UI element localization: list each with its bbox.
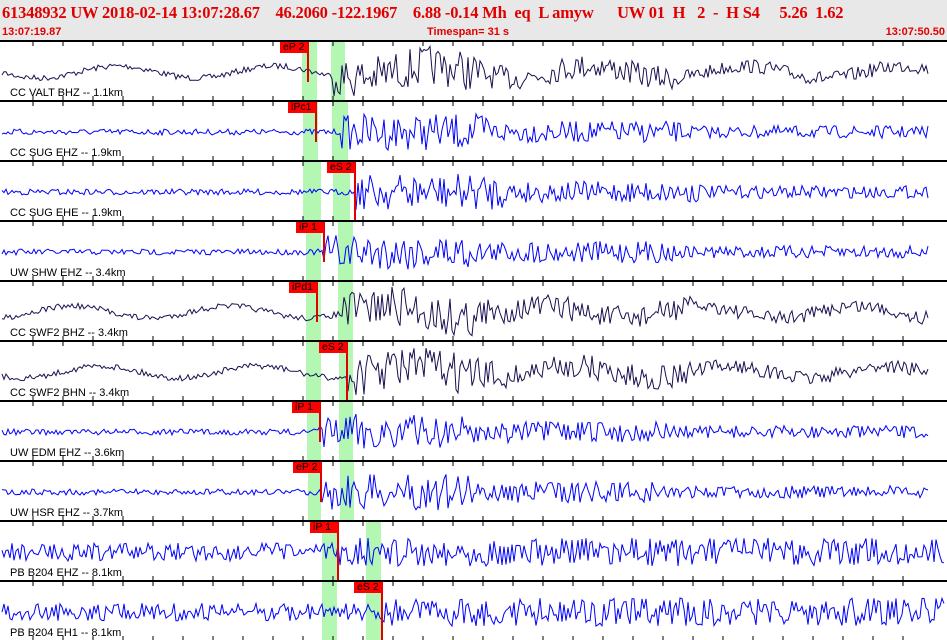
seismogram (1, 102, 929, 160)
channel-label: PB B204 EH1 -- 8.1km (10, 627, 122, 639)
event-header: 61348932 UW 2018-02-14 13:07:28.67 46.20… (0, 0, 947, 40)
channel-label: CC SWF2 BHN -- 3.4km (10, 387, 130, 399)
pick-line[interactable] (337, 522, 339, 580)
phase-pick-label[interactable]: eP 2 (280, 42, 308, 53)
seismogram (1, 162, 929, 220)
waveform-trace (1, 413, 929, 449)
phase-window (339, 402, 353, 460)
phase-window (331, 42, 345, 100)
pick-line[interactable] (319, 402, 321, 442)
waveform-panel[interactable]: eS 2 PB B204 EH1 -- 8.1km (0, 580, 947, 640)
waveform-panel[interactable]: iPd1 CC SWF2 BHZ -- 3.4km (0, 280, 947, 340)
waveform-trace (1, 596, 945, 628)
pick-line[interactable] (316, 282, 318, 322)
waveform-trace (1, 112, 929, 152)
waveform-panel[interactable]: iP 1 PB B204 EHZ -- 8.1km (0, 520, 947, 580)
pick-line[interactable] (346, 342, 348, 400)
phase-pick-label[interactable]: eP 2 (293, 462, 321, 473)
pick-line[interactable] (320, 462, 322, 502)
phase-window (303, 162, 321, 220)
pick-line[interactable] (307, 42, 309, 82)
seismogram (1, 402, 929, 460)
timespan: Timespan= 31 s (427, 26, 510, 38)
phase-window (307, 402, 321, 460)
phase-pick-label[interactable]: iP 1 (296, 222, 324, 233)
seismogram (1, 462, 929, 520)
waveform-panel[interactable]: iP 1 UW SHW EHZ -- 3.4km (0, 220, 947, 280)
channel-label: UW SHW EHZ -- 3.4km (10, 267, 126, 279)
waveform-trace (1, 537, 945, 568)
phase-window (322, 522, 337, 580)
phase-pick-label[interactable]: iPc1 (288, 102, 316, 113)
seismogram (1, 282, 929, 340)
phase-window (306, 222, 321, 280)
pick-line[interactable] (323, 222, 325, 262)
pick-line[interactable] (315, 102, 317, 142)
phase-pick-label[interactable]: iP 1 (310, 522, 338, 533)
waveform-panels: eP 2 CC VALT BHZ -- 1.1km iPc1 CC SUG EHZ -… (0, 40, 947, 640)
waveform-panel[interactable]: eS 2 CC SUG EHE -- 1.9km (0, 160, 947, 220)
channel-label: CC VALT BHZ -- 1.1km (10, 87, 124, 99)
phase-window (333, 162, 350, 220)
event-summary: 61348932 UW 2018-02-14 13:07:28.67 46.20… (2, 3, 844, 22)
phase-pick-label[interactable]: iP 1 (292, 402, 320, 413)
phase-window (306, 342, 321, 400)
end-time: 13:07:50.50 (885, 26, 945, 38)
channel-label: PB B204 EHZ -- 8.1km (10, 567, 122, 579)
seismogram (1, 42, 929, 100)
seismogram (1, 342, 929, 400)
waveform-trace (1, 174, 929, 210)
start-time: 13:07:19.87 (2, 26, 62, 38)
seismogram (1, 582, 945, 640)
phase-pick-label[interactable]: eS 2 (327, 162, 355, 173)
phase-pick-label[interactable]: eS 2 (319, 342, 347, 353)
waveform-trace (1, 348, 929, 395)
seismogram (1, 522, 945, 580)
channel-label: CC SWF2 BHZ -- 3.4km (10, 327, 128, 339)
channel-label: UW HSR EHZ -- 3.7km (10, 507, 124, 519)
phase-pick-label[interactable]: iPd1 (289, 282, 317, 293)
waveform-panel[interactable]: iPc1 CC SUG EHZ -- 1.9km (0, 100, 947, 160)
pick-line[interactable] (354, 162, 356, 220)
phase-window (338, 282, 353, 340)
channel-label: CC SUG EHE -- 1.9km (10, 207, 122, 219)
waveform-panel[interactable]: eS 2 CC SWF2 BHN -- 3.4km (0, 340, 947, 400)
waveform-panel[interactable]: eP 2 CC VALT BHZ -- 1.1km (0, 40, 947, 100)
channel-label: CC SUG EHZ -- 1.9km (10, 147, 122, 159)
seismogram (1, 222, 929, 280)
phase-window (308, 462, 321, 520)
waveform-trace (1, 286, 929, 337)
phase-window (302, 42, 317, 100)
waveform-trace (1, 235, 929, 271)
channel-label: UW EDM EHZ -- 3.6km (10, 447, 125, 459)
waveform-panel[interactable]: iP 1 UW EDM EHZ -- 3.6km (0, 400, 947, 460)
waveform-trace (1, 44, 929, 97)
waveform-trace (1, 474, 929, 511)
pick-line[interactable] (381, 582, 383, 640)
waveform-panel[interactable]: eP 2 UW HSR EHZ -- 3.7km (0, 460, 947, 520)
phase-window (322, 582, 337, 640)
phase-pick-label[interactable]: eS 2 (354, 582, 382, 593)
